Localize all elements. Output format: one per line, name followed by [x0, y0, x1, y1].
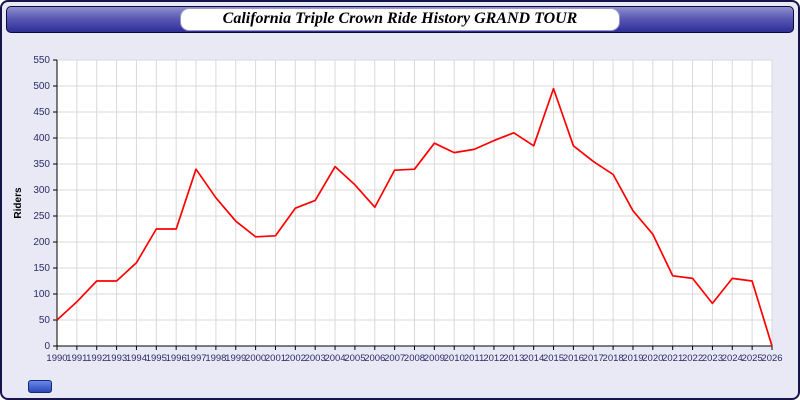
svg-text:1994: 1994	[126, 353, 147, 364]
svg-text:2010: 2010	[444, 353, 465, 364]
svg-text:400: 400	[33, 133, 50, 144]
svg-text:2012: 2012	[483, 353, 504, 364]
svg-text:2007: 2007	[384, 353, 405, 364]
svg-text:2005: 2005	[344, 353, 365, 364]
svg-text:Riders: Riders	[13, 187, 24, 219]
title-bar: California Triple Crown Ride History GRA…	[6, 6, 794, 33]
svg-text:2017: 2017	[583, 353, 604, 364]
svg-text:2015: 2015	[543, 353, 564, 364]
svg-text:2008: 2008	[404, 353, 425, 364]
svg-text:2018: 2018	[603, 353, 624, 364]
svg-text:2016: 2016	[563, 353, 584, 364]
svg-text:2011: 2011	[464, 353, 484, 364]
svg-text:1991: 1991	[66, 353, 87, 364]
svg-text:2026: 2026	[761, 353, 782, 364]
svg-text:2024: 2024	[722, 353, 743, 364]
svg-text:1995: 1995	[146, 353, 167, 364]
svg-text:2006: 2006	[364, 353, 385, 364]
svg-text:100: 100	[33, 289, 50, 300]
svg-text:500: 500	[33, 81, 50, 92]
svg-text:200: 200	[33, 237, 50, 248]
svg-text:1993: 1993	[106, 353, 127, 364]
svg-text:0: 0	[44, 341, 50, 352]
svg-text:2013: 2013	[503, 353, 524, 364]
svg-text:50: 50	[39, 315, 51, 326]
chart-panel: 0 50 100 150 200 250 300 350 400 450 500 550 1990 199…	[10, 48, 794, 390]
svg-text:250: 250	[33, 211, 50, 222]
svg-text:450: 450	[33, 107, 50, 118]
svg-text:1999: 1999	[225, 353, 246, 364]
svg-text:2022: 2022	[682, 353, 703, 364]
svg-text:550: 550	[33, 55, 50, 66]
svg-text:2001: 2001	[265, 353, 286, 364]
svg-text:2014: 2014	[523, 353, 544, 364]
svg-text:350: 350	[33, 159, 50, 170]
svg-text:150: 150	[33, 263, 50, 274]
svg-text:2025: 2025	[742, 353, 763, 364]
chart-title: California Triple Crown Ride History GRA…	[179, 8, 621, 31]
svg-text:1990: 1990	[46, 353, 67, 364]
svg-text:1992: 1992	[86, 353, 107, 364]
svg-text:2004: 2004	[324, 353, 345, 364]
svg-text:2023: 2023	[702, 353, 723, 364]
svg-text:1997: 1997	[185, 353, 206, 364]
svg-text:2020: 2020	[642, 353, 663, 364]
svg-text:2009: 2009	[424, 353, 445, 364]
svg-text:2000: 2000	[245, 353, 266, 364]
svg-text:1998: 1998	[205, 353, 226, 364]
svg-text:2021: 2021	[662, 353, 683, 364]
bottom-left-badge[interactable]	[28, 380, 52, 393]
svg-text:1996: 1996	[166, 353, 187, 364]
svg-text:2003: 2003	[305, 353, 326, 364]
svg-text:300: 300	[33, 185, 50, 196]
svg-text:2019: 2019	[622, 353, 643, 364]
svg-text:2002: 2002	[285, 353, 306, 364]
riders-line-chart: 0501001502002503003504004505005501990199…	[13, 55, 783, 364]
